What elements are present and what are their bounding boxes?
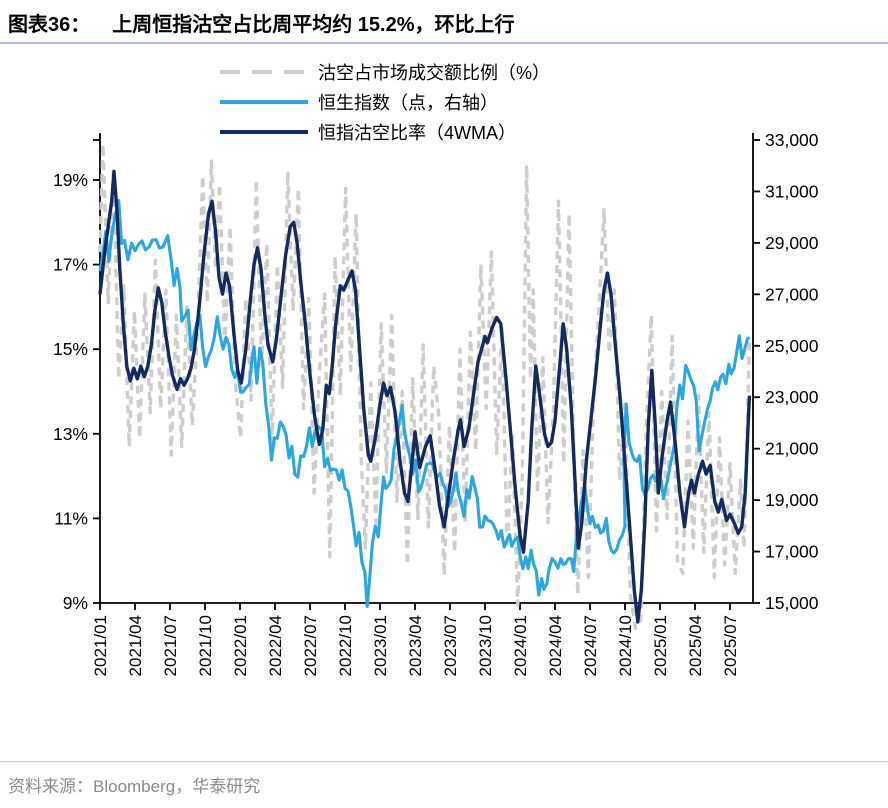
chart-legend: 沽空占市场成交额比例（%） 恒生指数（点，右轴） 恒指沽空比率（4WMA）	[220, 57, 550, 147]
svg-text:2024/10: 2024/10	[616, 615, 635, 676]
page-title: 图表36： 上周恒指沽空占比周平均约 15.2%，环比上行	[8, 8, 880, 37]
svg-text:2023/04: 2023/04	[406, 615, 425, 676]
svg-text:2023/10: 2023/10	[476, 615, 495, 676]
svg-text:31,000: 31,000	[765, 181, 819, 201]
svg-text:2025/07: 2025/07	[721, 615, 740, 676]
svg-text:2025/04: 2025/04	[686, 615, 705, 676]
svg-text:27,000: 27,000	[765, 284, 819, 304]
svg-text:2023/07: 2023/07	[441, 615, 460, 676]
svg-text:17%: 17%	[53, 255, 88, 275]
svg-text:2021/07: 2021/07	[161, 615, 180, 676]
legend-item-short-ratio: 沽空占市场成交额比例（%）	[220, 57, 550, 87]
svg-text:2023/01: 2023/01	[371, 615, 390, 676]
svg-text:2022/07: 2022/07	[301, 615, 320, 676]
svg-text:17,000: 17,000	[765, 542, 819, 562]
svg-text:2021/01: 2021/01	[91, 615, 110, 676]
svg-text:19,000: 19,000	[765, 490, 819, 510]
svg-text:23,000: 23,000	[765, 387, 819, 407]
legend-label: 恒生指数（点，右轴）	[318, 93, 498, 113]
svg-text:9%: 9%	[63, 593, 88, 613]
svg-text:15%: 15%	[53, 339, 88, 359]
svg-text:21,000: 21,000	[765, 439, 819, 459]
source-note: 资料来源：Bloomberg，华泰研究	[8, 777, 261, 796]
svg-text:2025/01: 2025/01	[651, 615, 670, 676]
figure-title-text: 上周恒指沽空占比周平均约 15.2%，环比上行	[112, 14, 515, 36]
svg-text:2024/04: 2024/04	[546, 615, 565, 676]
svg-text:2024/01: 2024/01	[511, 615, 530, 676]
svg-text:2022/01: 2022/01	[231, 615, 250, 676]
svg-text:2022/10: 2022/10	[336, 615, 355, 676]
footer-divider	[0, 761, 888, 762]
svg-text:33,000: 33,000	[765, 130, 819, 150]
svg-text:15,000: 15,000	[765, 593, 819, 613]
svg-text:29,000: 29,000	[765, 233, 819, 253]
svg-text:2021/10: 2021/10	[196, 615, 215, 676]
svg-text:13%: 13%	[53, 424, 88, 444]
legend-item-4wma: 恒指沽空比率（4WMA）	[220, 117, 550, 147]
svg-text:2022/04: 2022/04	[266, 615, 285, 676]
legend-line-solid-navy	[220, 130, 308, 134]
legend-label: 恒指沽空比率（4WMA）	[318, 123, 516, 143]
legend-line-dashed-gray	[220, 70, 308, 74]
svg-text:25,000: 25,000	[765, 336, 819, 356]
svg-text:2021/04: 2021/04	[126, 615, 145, 676]
legend-item-hsi: 恒生指数（点，右轴）	[220, 87, 550, 117]
legend-label: 沽空占市场成交额比例（%）	[318, 63, 551, 83]
legend-line-solid-blue	[220, 100, 308, 104]
svg-text:2024/07: 2024/07	[581, 615, 600, 676]
svg-text:11%: 11%	[54, 508, 88, 528]
svg-text:19%: 19%	[53, 170, 88, 190]
figure-number: 图表36：	[8, 14, 91, 36]
title-divider	[0, 42, 888, 44]
